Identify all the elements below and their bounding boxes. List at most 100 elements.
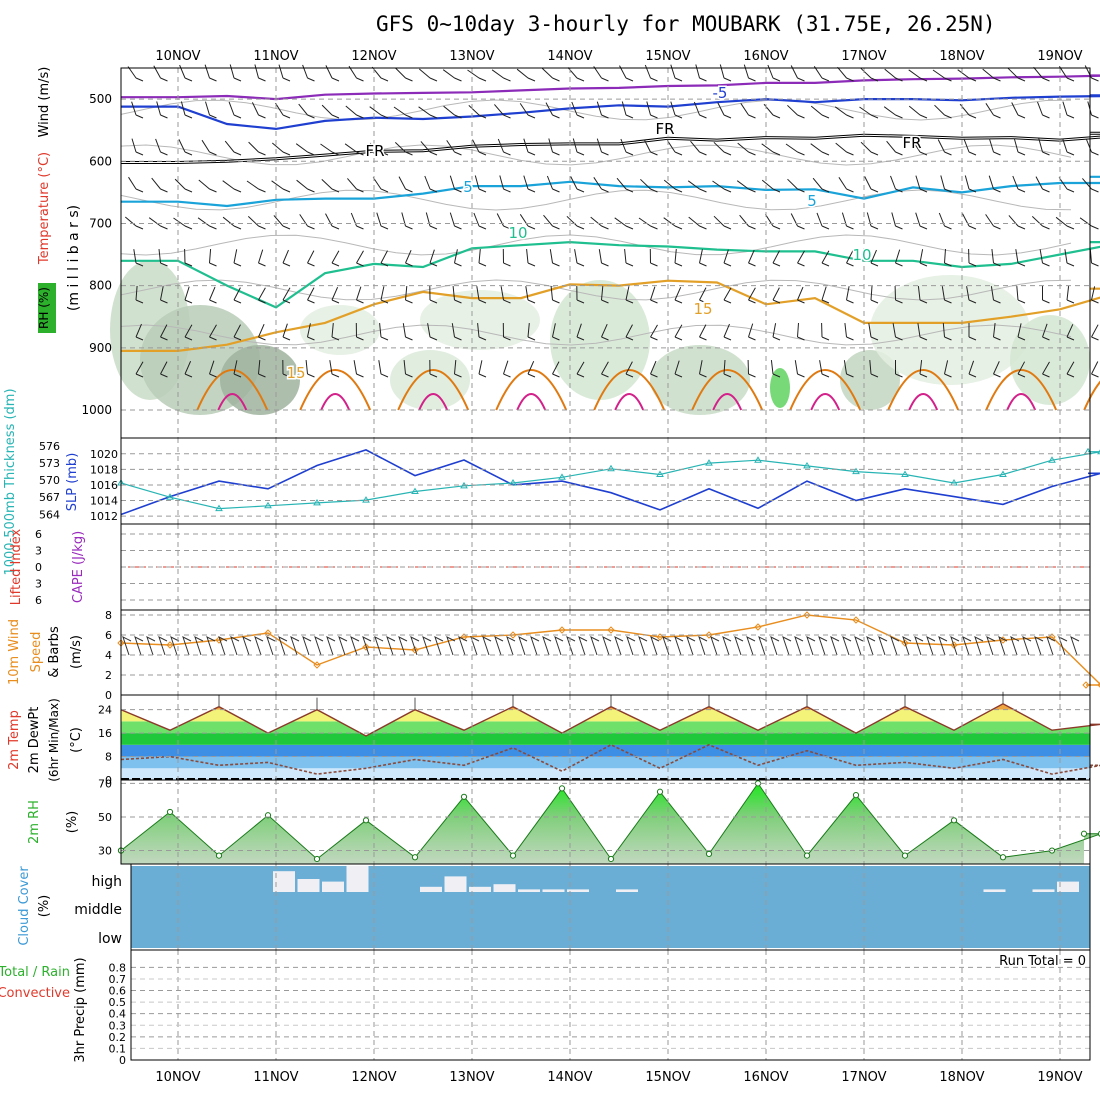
wind-barb [233,249,242,267]
wind-barb [821,286,830,304]
wind-barb [523,138,536,156]
surface-wind-barb [578,636,588,656]
wind-barb [307,287,315,304]
wind-barb [834,106,854,119]
wind-barb [699,287,707,304]
surface-wind-barb [698,636,708,656]
y-tick-slp: 1014 [90,495,118,508]
wind-barb [526,249,536,267]
wind-barb [674,324,683,341]
wind-barb [919,360,928,378]
wind-barb [545,102,560,119]
wind-barb [1039,249,1050,267]
y-tick-slp: 1018 [90,463,118,476]
y-tick-thickness: 576 [39,440,60,453]
wind-barb [1066,324,1075,341]
wind-speed-marker [264,629,272,637]
wind-barb [500,286,511,304]
surface-wind-barb [962,636,972,656]
surface-wind-barb [854,636,864,656]
wind-barb [298,103,315,119]
wind-barb [699,249,707,267]
x-tick-label-bottom: 12NOV [351,1070,396,1085]
precip-label: 3hr Precip (mm) [73,957,88,1062]
y-tick-thickness: 573 [39,457,60,470]
wind-barb [794,360,805,378]
millibars-label: (m i l l i b a r s) [66,205,82,311]
wind-barb [402,323,413,341]
wind-barb [821,322,830,341]
wind-barb [1087,101,1099,119]
y-tick-precip: 0.4 [109,1008,127,1021]
wind-barb [859,106,879,119]
y-tick-thickness: 567 [39,491,60,504]
wind-barb [248,141,266,156]
wind-barb [963,138,977,156]
y-tick-precip-minor: 0.3 [109,1019,127,1032]
wind-barb [650,324,658,341]
y-tick-lifted: 6 [35,594,42,607]
wind-barb [246,180,266,193]
wind-barb [915,212,928,230]
wind-barb [966,286,977,304]
wind-barb [846,250,854,267]
cloud-bar [518,889,540,892]
rh-marker [705,850,713,858]
thickness-marker [1048,456,1056,463]
rh-marker [901,852,909,859]
y-tick-precip: 0.2 [109,1031,127,1044]
y-tick-pressure: 800 [89,279,112,293]
x-tick-label-bottom: 11NOV [253,1070,298,1085]
wind-barb [601,323,609,341]
y-tick-rh: 50 [98,811,112,824]
rh-blob [650,345,750,415]
y-tick-precip: 0 [119,1054,126,1067]
wind-barb [990,286,1001,304]
wind-barb [688,216,707,230]
wind-barb [866,212,879,230]
wind-barb [376,212,389,230]
surface-wind-barb [302,636,312,656]
wind-barb [712,180,732,193]
rh-swatch [38,283,56,333]
wind-barb [135,361,144,378]
barbs-label: & Barbs [47,626,62,678]
wind-barb [892,323,903,341]
wind-barb [273,215,291,230]
wind-barb [527,360,536,378]
cloud-bar [322,881,344,892]
wind-barb [571,101,585,119]
wind-barb [204,64,217,82]
temp-band [121,744,1090,757]
rh-marker [803,852,811,859]
surface-wind-barb [902,636,912,656]
wind-barb [180,101,193,119]
wind-barb [941,286,952,304]
temp-band [121,721,1090,734]
wind-barb [1035,176,1050,193]
thickness-marker [558,473,566,480]
wind-barb [1062,101,1075,119]
wind-barb [1038,138,1050,156]
wind-speed-marker [1097,682,1100,688]
wind-barb [590,216,609,230]
wind-barb [160,361,168,378]
wind-barb [325,213,340,230]
y-tick-rh: 70 [98,777,112,790]
wind-barb [321,104,340,119]
surface-wind-barb [218,636,228,656]
wind-barb [131,138,144,156]
wind-barb [596,138,609,156]
surface-wind-barb [446,636,456,656]
wind-barb [625,324,634,341]
wind-barb [993,361,1001,378]
wind-barb [405,286,413,304]
temp-line [120,703,1100,737]
y-tick-precip: 0.8 [109,961,127,974]
wind-barb [1011,102,1026,119]
warm-core-inner [810,393,841,411]
wind-barb [127,66,144,82]
wind-barb [767,64,781,82]
wind-barb [497,138,511,156]
surface-wind-barb [410,636,420,656]
